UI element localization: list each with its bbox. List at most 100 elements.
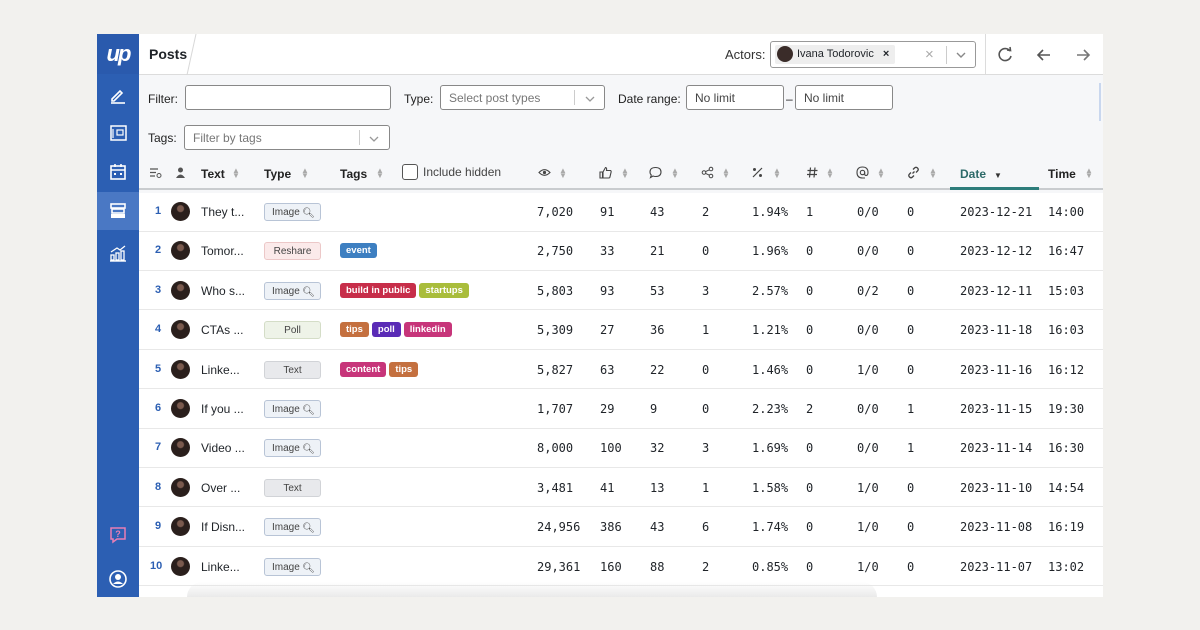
post-text[interactable]: Over ...	[201, 480, 241, 495]
tag-badge[interactable]: content	[340, 361, 387, 377]
sidebar-item-compose[interactable]	[97, 76, 139, 114]
sort-icon[interactable]: ▲ ▼	[232, 166, 240, 180]
table-row[interactable]: 7 Video ... Image 🔍︎ 8,000 100 32 3 1.69% 0 0/0 1 20…	[139, 428, 1103, 468]
table-row[interactable]: 6 If you ... Image 🔍︎ 1,707 29 9 0 2.23% 2 0/0 1 202…	[139, 389, 1103, 429]
filter-input[interactable]	[185, 85, 391, 110]
tags-select[interactable]: Filter by tags	[184, 125, 390, 150]
type-badge[interactable]: Image 🔍︎	[264, 281, 321, 300]
post-text[interactable]: Video ...	[201, 441, 245, 456]
date-to-input[interactable]	[795, 85, 893, 110]
columns-icon[interactable]	[149, 166, 162, 179]
date-from-input[interactable]	[686, 85, 784, 110]
arrow-right-icon[interactable]	[1073, 45, 1093, 65]
tag-badge[interactable]: event	[340, 243, 377, 259]
sidebar-item-feed[interactable]	[97, 114, 139, 152]
type-badge[interactable]: Poll	[264, 321, 321, 340]
link-icon[interactable]	[907, 166, 920, 179]
row-number[interactable]: 10	[150, 559, 163, 572]
include-hidden-label[interactable]: Include hidden	[423, 165, 502, 179]
sidebar-item-posts[interactable]	[97, 192, 139, 230]
post-text[interactable]: Who s...	[201, 283, 246, 298]
sort-icon[interactable]: ▲ ▼	[826, 166, 834, 180]
row-number[interactable]: 6	[155, 402, 162, 414]
table-row[interactable]: 5 Linke... Text content tips 5,827 63 22 0 1.46% 0…	[139, 350, 1103, 390]
type-select[interactable]: Select post types	[440, 85, 605, 110]
sidebar-item-analytics[interactable]	[97, 234, 139, 272]
tag-badge[interactable]: tips	[389, 361, 419, 377]
tag-badge[interactable]: startups	[419, 282, 469, 298]
avatar	[171, 517, 190, 537]
mention-icon[interactable]	[856, 166, 869, 179]
share-icon[interactable]	[701, 166, 714, 179]
table-row[interactable]: 9 If Disn... Image 🔍︎ 24,956 386 43 6 1.74% 0 1/0 0…	[139, 507, 1103, 547]
tag-badge[interactable]: linkedin	[403, 322, 452, 338]
tag-badge[interactable]: tips	[340, 322, 369, 338]
post-text[interactable]: If you ...	[201, 402, 244, 416]
table-row[interactable]: 8 Over ... Text 3,481 41 13 1 1.58% 0 1/0 0 2023-11…	[139, 468, 1103, 508]
column-header-type[interactable]: Type	[264, 167, 292, 181]
row-number[interactable]: 9	[155, 520, 162, 533]
sort-icon[interactable]: ▲ ▼	[877, 166, 885, 180]
table-row[interactable]: 4 CTAs ... Poll tips poll linkedin 5,309 27 36 1 1…	[139, 310, 1103, 350]
eye-icon[interactable]	[538, 166, 551, 179]
row-number[interactable]: 8	[155, 480, 162, 493]
sort-icon[interactable]: ▲ ▼	[559, 166, 567, 180]
include-hidden-checkbox[interactable]	[402, 164, 418, 180]
thumbs-up-icon[interactable]	[599, 166, 612, 179]
row-number[interactable]: 1	[155, 205, 162, 217]
type-badge[interactable]: Text	[264, 360, 321, 379]
sort-desc-icon[interactable]: ▼	[994, 171, 1002, 180]
column-header-text[interactable]: Text	[201, 167, 225, 181]
sidebar-item-account[interactable]	[97, 560, 139, 597]
views-value: 1,707	[537, 402, 574, 416]
sort-icon[interactable]: ▲ ▼	[773, 166, 781, 180]
type-badge[interactable]: Image 🔍︎	[264, 439, 321, 458]
sort-icon[interactable]: ▲ ▼	[621, 166, 629, 180]
tag-badge[interactable]: build in public	[340, 282, 417, 298]
sidebar-item-calendar[interactable]	[97, 153, 139, 191]
row-number[interactable]: 5	[155, 362, 162, 375]
sort-icon[interactable]: ▲ ▼	[929, 166, 937, 180]
column-header-tags[interactable]: Tags	[340, 167, 368, 181]
sort-icon[interactable]: ▲ ▼	[301, 166, 309, 180]
arrow-left-icon[interactable]	[1034, 45, 1054, 65]
actors-select[interactable]: Ivana Todorovic × ×	[770, 41, 976, 68]
type-badge[interactable]: Image 🔍︎	[264, 203, 321, 221]
sort-icon[interactable]: ▲ ▼	[376, 166, 384, 180]
chevron-down-icon[interactable]	[954, 48, 968, 62]
sort-icon[interactable]: ▲ ▼	[1085, 166, 1093, 180]
refresh-icon[interactable]	[995, 45, 1015, 65]
sidebar-item-help[interactable]: ?	[97, 516, 139, 554]
actor-remove-button[interactable]: ×	[882, 48, 890, 60]
table-row[interactable]: 1 They t... Image 🔍︎ 7,020 91 43 2 1.94% 1 0/0 0 202…	[139, 192, 1103, 232]
post-text[interactable]: They t...	[201, 205, 245, 219]
table-row[interactable]: 10 Linke... Image 🔍︎ 29,361 160 88 2 0.85% 0 1/0 0 2…	[139, 547, 1103, 587]
percent-icon[interactable]	[751, 166, 764, 179]
row-number[interactable]: 3	[155, 283, 162, 296]
post-text[interactable]: If Disn...	[201, 520, 246, 535]
table-row[interactable]: 3 Who s... Image 🔍︎ build in public startups 5…	[139, 271, 1103, 311]
actors-clear-button[interactable]: ×	[925, 46, 934, 63]
post-text[interactable]: CTAs ...	[201, 323, 244, 338]
type-badge[interactable]: Image 🔍︎	[264, 400, 321, 418]
post-text[interactable]: Linke...	[201, 362, 240, 377]
comment-icon[interactable]	[649, 166, 662, 179]
type-badge[interactable]: Image 🔍︎	[264, 518, 321, 537]
person-icon[interactable]	[174, 166, 187, 179]
table-row[interactable]: 2 Tomor... Reshare event 2,750 33 21 0 1.96% 0 0/0…	[139, 231, 1103, 271]
tag-badge[interactable]: poll	[371, 322, 401, 338]
sort-icon[interactable]: ▲ ▼	[671, 166, 679, 180]
type-badge[interactable]: Text	[264, 478, 321, 497]
type-badge[interactable]: Image 🔍︎	[264, 557, 321, 576]
row-number[interactable]: 7	[155, 441, 162, 454]
hashtag-icon[interactable]	[806, 166, 819, 179]
column-header-time[interactable]: Time	[1048, 167, 1076, 181]
post-text[interactable]: Tomor...	[201, 244, 244, 259]
sort-icon[interactable]: ▲ ▼	[722, 166, 730, 180]
column-header-date[interactable]: Date	[960, 167, 987, 181]
type-badge[interactable]: Reshare	[264, 242, 321, 261]
row-number[interactable]: 4	[155, 323, 162, 336]
app-logo[interactable]: up	[97, 34, 139, 74]
post-text[interactable]: Linke...	[201, 559, 240, 574]
row-number[interactable]: 2	[155, 244, 162, 257]
